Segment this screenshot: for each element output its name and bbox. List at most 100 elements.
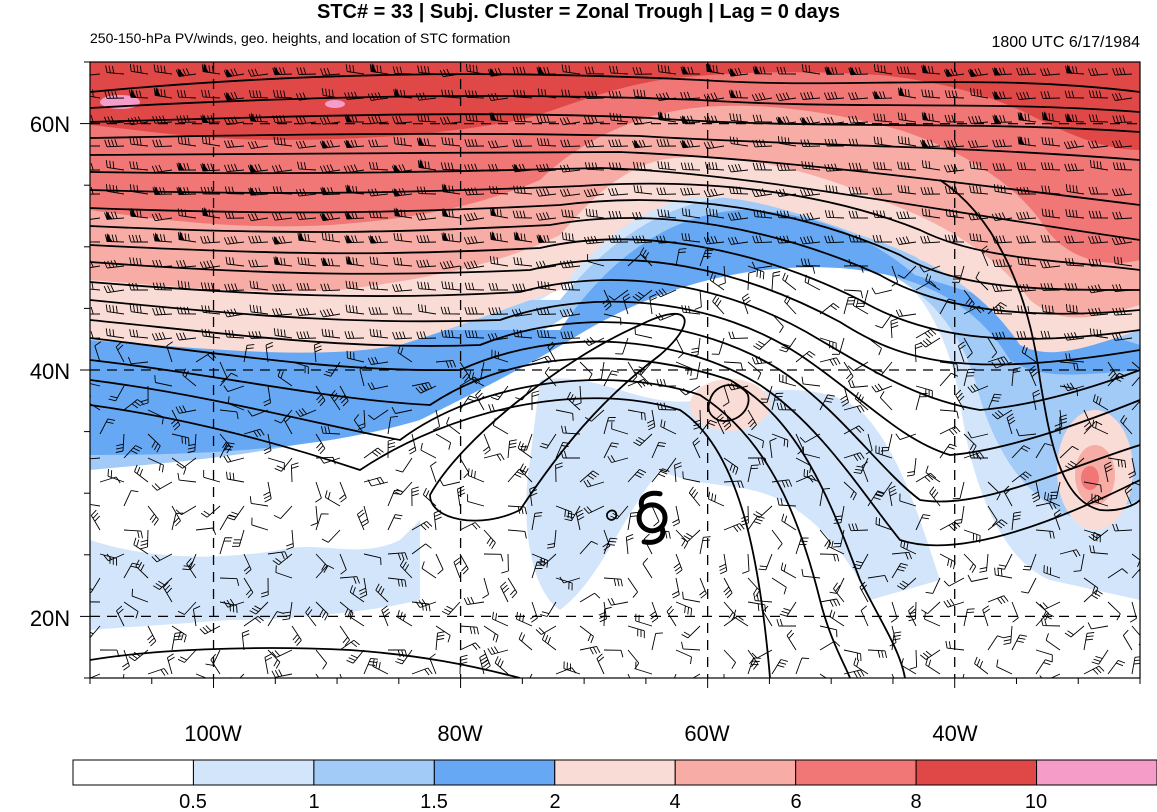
wind-barb	[896, 211, 917, 220]
wind-barb	[261, 577, 269, 598]
wind-barb	[200, 282, 221, 291]
wind-barb-flag	[346, 113, 353, 123]
wind-barb	[603, 442, 619, 459]
wind-barb	[441, 601, 461, 616]
wind-barb	[489, 185, 509, 195]
wind-barb-flag	[681, 114, 689, 124]
wind-barb	[775, 188, 797, 197]
wind-barb	[397, 609, 413, 627]
wind-barb	[657, 161, 677, 171]
wind-barb	[274, 457, 293, 472]
wind-barb	[175, 505, 197, 516]
wind-barb	[271, 669, 293, 678]
wind-barb	[1059, 361, 1079, 371]
wind-barb	[356, 509, 365, 531]
wind-barb	[1016, 235, 1037, 244]
wind-barb	[393, 136, 413, 147]
wind-barb	[919, 337, 941, 348]
wind-barb	[829, 609, 845, 627]
wind-barb	[90, 114, 101, 123]
wind-barb	[439, 116, 461, 125]
wind-barb	[319, 457, 341, 464]
wind-barb	[536, 138, 557, 147]
wind-barb	[584, 66, 605, 75]
wind-barb	[226, 471, 245, 483]
wind-barb	[771, 659, 789, 675]
wind-barb	[651, 505, 660, 527]
wind-barb	[489, 256, 509, 267]
wind-barb	[210, 653, 221, 675]
height-contour	[90, 319, 1140, 503]
wind-barb	[105, 160, 125, 171]
wind-barb	[799, 188, 821, 197]
wind-barb	[560, 282, 581, 291]
wind-barb	[441, 89, 461, 99]
wind-barb	[747, 601, 767, 613]
wind-barb	[611, 421, 629, 435]
wind-barb	[103, 116, 125, 125]
wind-barb	[800, 139, 821, 148]
height-contour	[90, 94, 1140, 113]
wind-barb	[357, 409, 366, 430]
wind-barb	[108, 385, 125, 402]
wind-barb	[344, 91, 365, 100]
wind-barb	[488, 163, 509, 172]
wind-barb	[1040, 283, 1061, 291]
wind-barb	[627, 361, 638, 383]
wind-barb	[1088, 235, 1109, 244]
wind-barb-flag	[202, 63, 209, 73]
wind-barb	[103, 284, 125, 294]
lat-label-40n: 40N	[30, 359, 70, 384]
wind-barb	[762, 605, 773, 627]
wind-barb	[963, 368, 976, 387]
wind-barb	[249, 304, 269, 315]
wind-barb	[420, 442, 437, 459]
wind-barb	[345, 304, 365, 315]
wind-barb	[1053, 509, 1062, 531]
wind-barb	[795, 657, 810, 675]
wind-barb	[1087, 307, 1109, 316]
wind-barb-flag	[250, 186, 257, 196]
wind-barb	[387, 438, 396, 459]
wind-barb	[90, 240, 101, 243]
wind-barb	[248, 331, 269, 339]
wind-barb-flag	[921, 138, 929, 148]
wind-barb	[655, 92, 677, 102]
wind-barb	[151, 553, 173, 563]
wind-barb-flag	[225, 91, 234, 101]
colorbar-label-8: 8	[910, 791, 921, 812]
wind-barb	[465, 63, 485, 75]
wind-barb	[944, 90, 965, 99]
wind-barb	[223, 385, 245, 393]
wind-barb	[267, 649, 281, 669]
wind-barb	[705, 161, 725, 171]
wind-barb	[1059, 445, 1079, 459]
wind-barb	[751, 261, 773, 269]
wind-barb	[991, 361, 1013, 369]
wind-barb	[680, 187, 701, 196]
wind-barb-flag	[1042, 111, 1049, 121]
wind-barb	[843, 425, 865, 435]
wind-barb	[1091, 649, 1109, 665]
wind-barb	[536, 307, 557, 316]
wind-barb	[104, 139, 125, 148]
wind-barb	[843, 669, 865, 678]
wind-barb	[219, 361, 228, 383]
wind-barb-flag	[418, 159, 425, 169]
wind-barb	[833, 505, 845, 524]
wind-barb-flag	[633, 139, 642, 149]
wind-barb	[440, 162, 461, 171]
wind-barb	[607, 455, 629, 463]
wind-barb	[799, 235, 821, 245]
wind-barb	[915, 472, 937, 483]
wind-barb	[651, 468, 670, 483]
wind-barb	[129, 184, 149, 195]
wind-barb	[507, 468, 526, 483]
wind-barb	[944, 234, 965, 243]
wind-barb-flag	[321, 212, 330, 222]
wind-barb	[90, 306, 101, 315]
wind-barb	[963, 553, 977, 573]
wind-barb	[795, 350, 816, 363]
height-contour	[90, 217, 1140, 315]
wind-barb	[305, 606, 317, 627]
